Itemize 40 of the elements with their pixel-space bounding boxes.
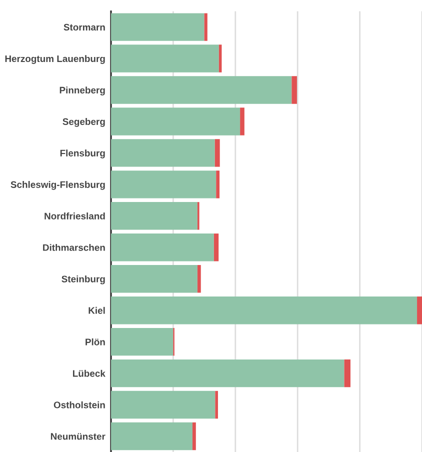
bar [417, 296, 422, 324]
bar [110, 296, 418, 324]
bar [192, 422, 196, 450]
bar [110, 76, 292, 104]
bar [110, 108, 240, 136]
bar [218, 44, 222, 72]
y-tick-label: Flensburg [60, 150, 105, 158]
bar [214, 139, 220, 167]
bar [110, 234, 214, 262]
y-tick-label: Nordfriesland [44, 212, 105, 220]
bar [240, 108, 244, 136]
bar [110, 139, 215, 167]
bar [197, 265, 201, 293]
y-tick-label: Neumünster [50, 433, 106, 440]
y-tick-label: Dithmarschen [43, 244, 105, 251]
y-tick-label: Schleswig-Flensburg [10, 181, 105, 190]
bar [110, 13, 204, 41]
bar [110, 170, 216, 198]
bar [204, 13, 208, 41]
y-tick-label: Stormarn [64, 24, 105, 31]
y-tick-label: Lübeck [73, 370, 106, 377]
y-tick-label: Plön [86, 338, 105, 346]
bar [214, 234, 219, 262]
bar [110, 390, 216, 419]
bar [344, 359, 350, 388]
bar [110, 328, 174, 356]
bar [292, 76, 297, 104]
bar [110, 422, 192, 450]
bar [110, 44, 219, 72]
bar [110, 202, 198, 230]
bar [216, 170, 220, 198]
bar [215, 390, 218, 419]
y-tick-label: Ostholstein [54, 401, 105, 408]
y-tick-label: Pinneberg [60, 86, 105, 96]
y-tick-label: Herzogtum Lauenburg [5, 55, 105, 64]
bar [110, 359, 344, 388]
y-tick-label: Segeberg [62, 118, 105, 127]
bar [110, 265, 198, 293]
y-tick-label: Kiel [88, 306, 105, 314]
y-tick-label: Steinburg [62, 275, 105, 284]
